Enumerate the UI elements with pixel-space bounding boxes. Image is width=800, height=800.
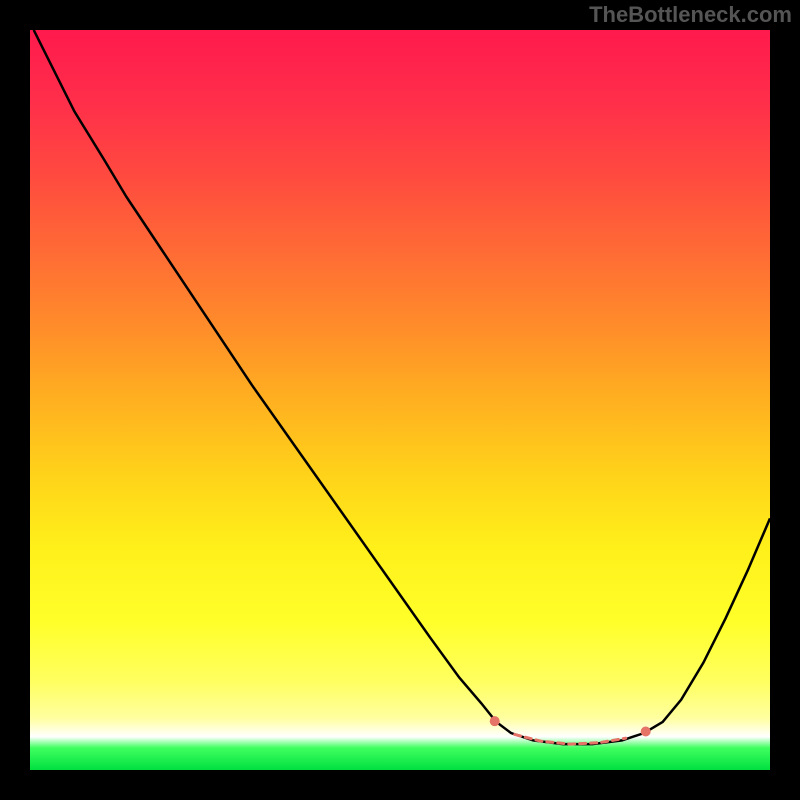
plot-area [30,30,770,770]
watermark-text: TheBottleneck.com [589,2,792,28]
bottleneck-chart [30,30,770,770]
gradient-background [30,30,770,770]
range-end-dot [641,727,651,737]
chart-container: TheBottleneck.com [0,0,800,800]
range-start-dot [490,716,500,726]
